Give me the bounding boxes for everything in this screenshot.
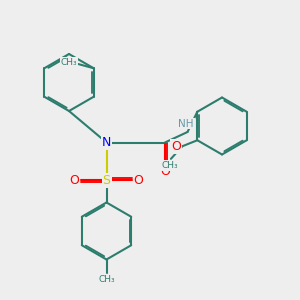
Text: O: O	[70, 173, 79, 187]
Text: O: O	[161, 165, 170, 178]
Text: NH: NH	[178, 118, 194, 129]
Text: CH₃: CH₃	[61, 58, 77, 67]
Text: S: S	[103, 173, 110, 187]
Text: CH₃: CH₃	[161, 161, 178, 170]
Text: O: O	[134, 173, 143, 187]
Text: CH₃: CH₃	[98, 275, 115, 284]
Text: N: N	[102, 136, 111, 149]
Text: O: O	[171, 140, 181, 153]
